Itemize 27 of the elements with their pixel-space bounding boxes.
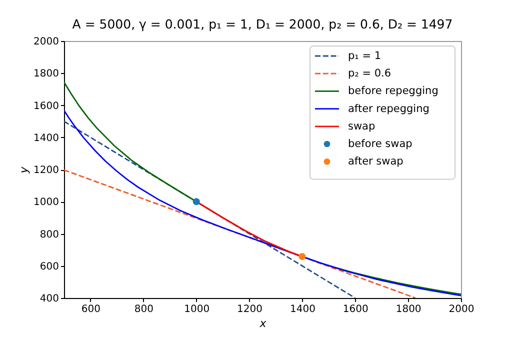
legend-label: after repegging bbox=[348, 102, 430, 115]
y-tick-label: 1600 bbox=[34, 100, 59, 112]
y-tick-label: 600 bbox=[40, 261, 59, 272]
x-tick-label: 600 bbox=[81, 304, 101, 315]
x-tick-label: 1200 bbox=[237, 304, 262, 315]
x-axis-title: x bbox=[258, 317, 267, 330]
legend-label: before repegging bbox=[348, 85, 438, 98]
y-tick-label: 1400 bbox=[34, 132, 59, 144]
y-tick-label: 1800 bbox=[34, 68, 59, 80]
legend-label: p₂ = 0.6 bbox=[348, 68, 392, 80]
y-axis-title: y bbox=[18, 166, 31, 174]
x-tick-label: 1400 bbox=[290, 304, 316, 315]
y-tick-label: 2000 bbox=[34, 36, 59, 48]
x-tick-label: 1000 bbox=[184, 304, 210, 315]
legend-label: after swap bbox=[348, 156, 404, 168]
y-tick-label: 800 bbox=[40, 229, 59, 240]
x-tick-label: 800 bbox=[134, 304, 154, 315]
y-tick-label: 1200 bbox=[34, 165, 59, 176]
chart-title: A = 5000, γ = 0.001, p₁ = 1, D₁ = 2000, p₂ = 0.6, D₂ = 1497 bbox=[72, 16, 453, 32]
x-tick-label: 1600 bbox=[342, 304, 368, 315]
y-tick-label: 1000 bbox=[34, 197, 59, 208]
legend-label: before swap bbox=[348, 138, 413, 150]
x-tick-label: 1800 bbox=[396, 304, 422, 315]
legend-label: p₁ = 1 bbox=[348, 50, 382, 62]
y-tick-label: 400 bbox=[40, 294, 59, 304]
legend-label: swap bbox=[348, 120, 376, 132]
x-tick-label: 2000 bbox=[448, 304, 474, 315]
